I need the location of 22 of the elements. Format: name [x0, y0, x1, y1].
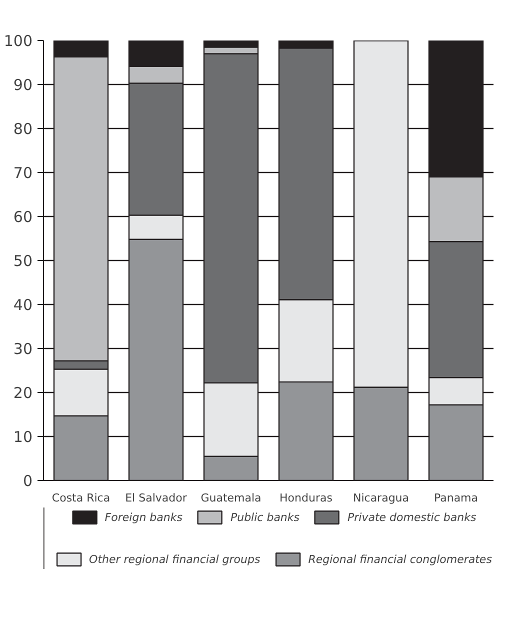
x-tick-label: Guatemala [200, 492, 262, 504]
legend-label: Foreign banks [104, 510, 182, 524]
x-tick-label: Costa Rica [52, 492, 110, 504]
y-tick-label: 90 [13, 76, 33, 94]
y-tick-label: 70 [13, 164, 33, 182]
y-tick-label: 0 [22, 472, 33, 490]
x-tick-label: Panama [434, 492, 478, 504]
x-tick-label: Honduras [280, 492, 333, 504]
y-tick-label: 60 [13, 208, 33, 226]
y-tick-label: 10 [13, 428, 33, 446]
y-tick-label: 30 [13, 340, 33, 358]
y-tick-label: 80 [13, 120, 33, 138]
y-tick-label: 20 [13, 384, 33, 402]
x-tick-label: El Salvador [125, 492, 188, 504]
y-tick-label: 100 [4, 32, 33, 50]
legend-label: Private domestic banks [348, 510, 476, 524]
legend-label: Regional financial conglomerates [308, 552, 492, 566]
y-tick-label: 40 [13, 296, 33, 314]
x-tick-label: Nicaragua [352, 492, 410, 504]
legend-label: Other regional financial groups [89, 552, 260, 566]
legend-label: Public banks [230, 510, 300, 524]
y-tick-label: 50 [13, 252, 33, 270]
